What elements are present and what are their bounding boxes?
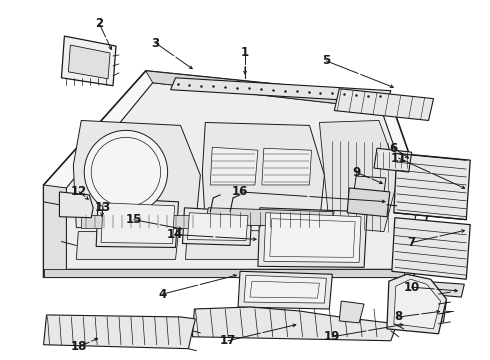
Circle shape	[84, 130, 168, 214]
Polygon shape	[171, 78, 391, 103]
Polygon shape	[319, 121, 399, 231]
Polygon shape	[262, 148, 312, 185]
Polygon shape	[387, 274, 446, 334]
Polygon shape	[188, 213, 248, 240]
Polygon shape	[146, 71, 389, 109]
Text: 17: 17	[220, 334, 236, 347]
Text: 16: 16	[232, 185, 248, 198]
Polygon shape	[101, 203, 174, 243]
Polygon shape	[96, 198, 178, 247]
Polygon shape	[394, 279, 441, 329]
Polygon shape	[404, 297, 446, 322]
Text: 6: 6	[390, 142, 398, 155]
Text: 13: 13	[95, 201, 111, 214]
Polygon shape	[258, 208, 367, 267]
Polygon shape	[238, 271, 332, 309]
Text: 5: 5	[322, 54, 330, 67]
Polygon shape	[69, 45, 110, 79]
Polygon shape	[394, 153, 470, 220]
Polygon shape	[76, 231, 178, 260]
Polygon shape	[210, 147, 258, 185]
Polygon shape	[392, 279, 465, 297]
Polygon shape	[81, 215, 200, 228]
Text: 15: 15	[125, 213, 142, 226]
Polygon shape	[44, 71, 429, 277]
Polygon shape	[44, 185, 66, 277]
Text: 2: 2	[95, 17, 103, 30]
Polygon shape	[61, 36, 116, 86]
Text: 19: 19	[324, 330, 341, 343]
Polygon shape	[202, 122, 324, 225]
Polygon shape	[59, 192, 93, 218]
Polygon shape	[374, 148, 412, 172]
Polygon shape	[205, 208, 334, 227]
Polygon shape	[185, 230, 312, 260]
Polygon shape	[44, 269, 404, 277]
Polygon shape	[74, 121, 200, 228]
Text: 7: 7	[408, 236, 416, 249]
Polygon shape	[244, 275, 326, 303]
Text: 12: 12	[71, 185, 87, 198]
Polygon shape	[347, 188, 390, 217]
Text: 1: 1	[241, 46, 249, 59]
Polygon shape	[66, 83, 416, 269]
Text: 4: 4	[159, 288, 167, 301]
Polygon shape	[392, 218, 470, 279]
Text: 3: 3	[151, 37, 160, 50]
Polygon shape	[182, 208, 252, 246]
Polygon shape	[44, 315, 196, 349]
Text: 10: 10	[404, 281, 420, 294]
Polygon shape	[339, 301, 364, 323]
Text: 14: 14	[167, 228, 183, 241]
Text: 9: 9	[352, 166, 360, 179]
Polygon shape	[334, 89, 434, 121]
Polygon shape	[193, 307, 397, 341]
Polygon shape	[264, 213, 361, 262]
Text: 8: 8	[394, 310, 403, 323]
Text: 18: 18	[71, 340, 88, 353]
Polygon shape	[354, 176, 386, 193]
Text: 11: 11	[391, 152, 407, 165]
